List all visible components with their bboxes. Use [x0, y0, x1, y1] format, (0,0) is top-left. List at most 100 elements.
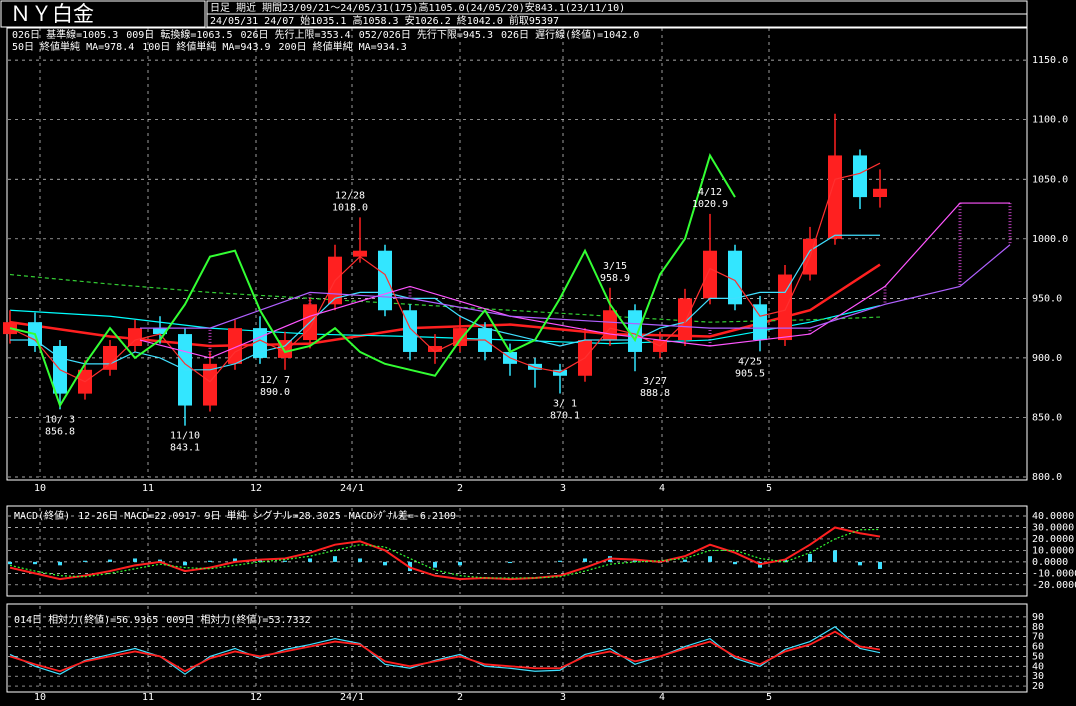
- legend-entry: 009日 相対力(終値)=53.7332: [166, 613, 310, 626]
- histogram-bar: [8, 561, 12, 565]
- legend-entry: 026日 遅行線(終値)=1042.0: [501, 28, 639, 41]
- annotation-date: 3/27: [643, 376, 667, 387]
- y-tick-label: 30: [1032, 671, 1044, 682]
- y-tick-label: 50: [1032, 651, 1044, 662]
- legend-entry: 200日 終値単純 MA=934.3: [279, 40, 407, 53]
- rsi-panel: [6, 603, 1028, 693]
- histogram-bar: [508, 561, 512, 564]
- y-tick-label: 1100.0: [1032, 115, 1068, 126]
- y-tick-label: 10.0000: [1032, 545, 1074, 556]
- annotation-value: 843.1: [170, 443, 200, 454]
- histogram-bar: [878, 561, 882, 570]
- annotation-date: 12/28: [335, 190, 365, 201]
- candle-body: [828, 155, 842, 239]
- y-tick-label: 90: [1032, 612, 1044, 623]
- x-tick-label: 24/1: [340, 483, 364, 494]
- histogram-bar: [583, 558, 587, 562]
- annotation-value: 888.8: [640, 388, 670, 399]
- candle-body: [728, 250, 742, 305]
- histogram-bar: [458, 561, 462, 566]
- line-series: [9, 162, 881, 383]
- x-tick-label: 5: [766, 483, 772, 494]
- x-tick-label: 12: [250, 692, 262, 703]
- info-line: 日足 期近 期間23/09/21～24/05/31(175)高1105.0(24…: [210, 1, 625, 14]
- histogram-bar: [133, 558, 137, 562]
- annotation-date: 3/15: [603, 261, 627, 272]
- annotation-value: 870.1: [550, 411, 580, 422]
- y-tick-label: 1050.0: [1032, 174, 1068, 185]
- macd-panel: [6, 505, 1028, 597]
- line-series: [9, 152, 736, 408]
- line-series: [10, 234, 880, 371]
- candle-body: [453, 328, 467, 346]
- legend-entry: 100日 終値単純 MA=943.9: [142, 40, 270, 53]
- histogram-bar: [783, 559, 787, 562]
- y-tick-label: 30.0000: [1032, 522, 1074, 533]
- y-tick-label: 800.0: [1032, 472, 1062, 483]
- x-tick-label: 2: [457, 692, 463, 703]
- line-series: [140, 244, 1011, 329]
- histogram-bar: [558, 560, 562, 562]
- histogram-bar: [633, 559, 637, 562]
- histogram-bar: [833, 550, 837, 562]
- candle-body: [228, 328, 242, 364]
- y-tick-label: 0.0000: [1032, 557, 1068, 568]
- x-tick-label: 24/1: [340, 692, 364, 703]
- histogram-bar: [858, 561, 862, 566]
- candle-body: [703, 250, 717, 299]
- candle-body: [128, 328, 142, 346]
- y-tick-label: 70: [1032, 632, 1044, 643]
- y-tick-label: 1150.0: [1032, 55, 1068, 66]
- y-tick-label: -10.0000: [1032, 568, 1076, 579]
- y-tick-label: 40: [1032, 661, 1044, 672]
- legend-entry: 026日 基準線=1005.3: [12, 28, 118, 41]
- candle-body: [753, 304, 767, 341]
- histogram-bar: [108, 559, 112, 562]
- histogram-bar: [258, 559, 262, 562]
- annotation-date: 10/ 3: [45, 414, 75, 425]
- histogram-bar: [433, 561, 437, 568]
- y-tick-label: 950.0: [1032, 293, 1062, 304]
- annotation-date: 4/12: [698, 187, 722, 198]
- legend-entry: 9日 単純 シグナル=28.3025: [205, 509, 341, 522]
- histogram-bar: [733, 561, 737, 565]
- annotation-date: 12/ 7: [260, 375, 290, 386]
- histogram-bar: [58, 561, 62, 566]
- candle-body: [353, 250, 367, 257]
- legend-entry: 014日 相対力(終値)=56.9365: [14, 613, 158, 626]
- line-series: [139, 202, 1010, 359]
- line-series: [9, 630, 881, 673]
- y-tick-label: 80: [1032, 622, 1044, 633]
- legend-entry: MACD(終値): [14, 509, 70, 522]
- y-tick-label: 20.0000: [1032, 534, 1074, 545]
- y-tick-label: 900.0: [1032, 353, 1062, 364]
- candle-body: [678, 298, 692, 341]
- legend-entry: MACDｼｸﾞﾅﾙ差=-6.2109: [349, 509, 456, 522]
- histogram-bar: [233, 558, 237, 562]
- annotation-date: 11/10: [170, 431, 200, 442]
- candle-body: [873, 188, 887, 198]
- info-line: 24/05/31 24/07 始1035.1 高1058.3 安1026.2 終…: [210, 14, 559, 27]
- x-tick-label: 10: [34, 483, 46, 494]
- price-panel: [6, 27, 1028, 481]
- x-tick-label: 2: [457, 483, 463, 494]
- histogram-bar: [158, 559, 162, 562]
- annotation-value: 905.5: [735, 368, 765, 379]
- histogram-bar: [283, 560, 287, 562]
- x-tick-label: 3: [560, 483, 566, 494]
- x-tick-label: 3: [560, 692, 566, 703]
- candle-body: [428, 345, 442, 352]
- annotation-value: 856.8: [45, 426, 75, 437]
- x-tick-label: 4: [659, 483, 665, 494]
- legend-entry: 12-26日 MACD=22.0917: [78, 511, 196, 522]
- title: ＮＹ白金: [10, 2, 94, 26]
- histogram-bar: [208, 560, 212, 562]
- annotation-date: 4/25: [738, 356, 762, 367]
- x-tick-label: 5: [766, 692, 772, 703]
- candle-body: [603, 310, 617, 341]
- histogram-bar: [183, 561, 187, 566]
- histogram-bar: [808, 553, 812, 562]
- candle-body: [203, 363, 217, 406]
